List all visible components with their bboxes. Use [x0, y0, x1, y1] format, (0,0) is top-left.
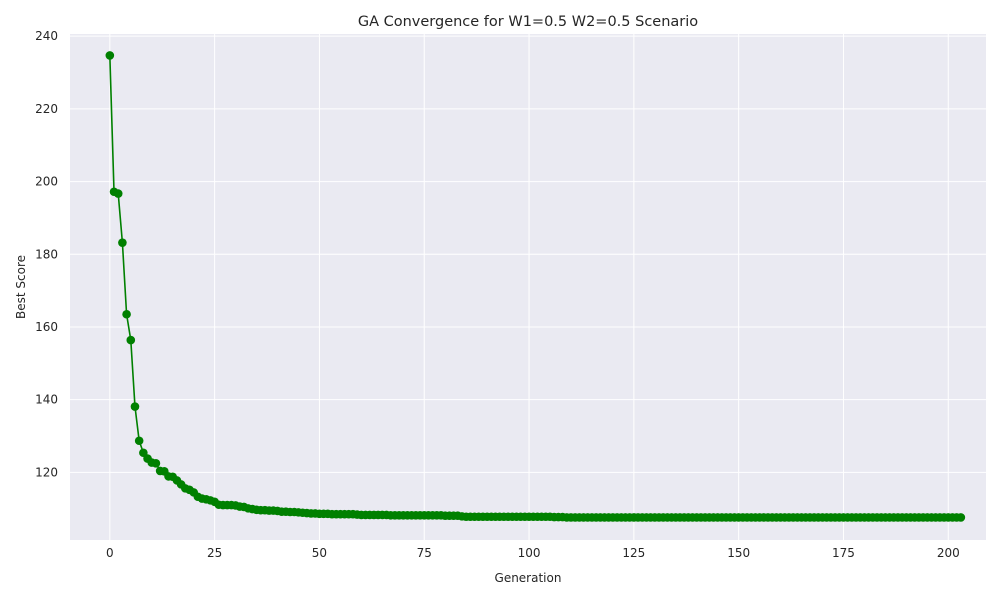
x-tick-label: 50: [312, 546, 327, 560]
plot-area: [70, 34, 986, 540]
data-point: [105, 51, 115, 60]
y-tick-label: 220: [35, 102, 58, 116]
y-tick-label: 160: [35, 320, 58, 334]
data-point: [151, 459, 161, 468]
x-tick-label: 0: [106, 546, 114, 560]
data-point: [113, 189, 123, 198]
x-tick-label: 200: [937, 546, 960, 560]
gridlines: [70, 34, 986, 540]
x-tick-labels: 0 25 50 75 100 125 150 175 200: [106, 546, 960, 560]
data-point: [134, 436, 144, 446]
series-markers: [105, 51, 966, 522]
y-tick-label: 240: [35, 29, 58, 43]
x-tick-label: 150: [727, 546, 750, 560]
y-tick-labels: 120 140 160 180 200 220 240: [35, 29, 58, 479]
chart-title: GA Convergence for W1=0.5 W2=0.5 Scenari…: [358, 14, 698, 30]
data-point: [126, 335, 136, 345]
x-tick-label: 75: [417, 546, 432, 560]
x-tick-label: 175: [832, 546, 855, 560]
data-point: [956, 513, 966, 522]
y-axis-label: Best Score: [14, 255, 28, 319]
x-tick-label: 125: [622, 546, 645, 560]
y-tick-label: 120: [35, 465, 58, 479]
y-tick-label: 140: [35, 393, 58, 407]
y-tick-label: 200: [35, 175, 58, 189]
y-tick-label: 180: [35, 247, 58, 261]
data-point: [118, 238, 127, 247]
data-point: [130, 402, 140, 411]
x-axis-label: Generation: [495, 571, 562, 585]
x-tick-label: 25: [207, 546, 222, 560]
x-tick-label: 100: [518, 546, 541, 560]
data-point: [122, 309, 131, 319]
